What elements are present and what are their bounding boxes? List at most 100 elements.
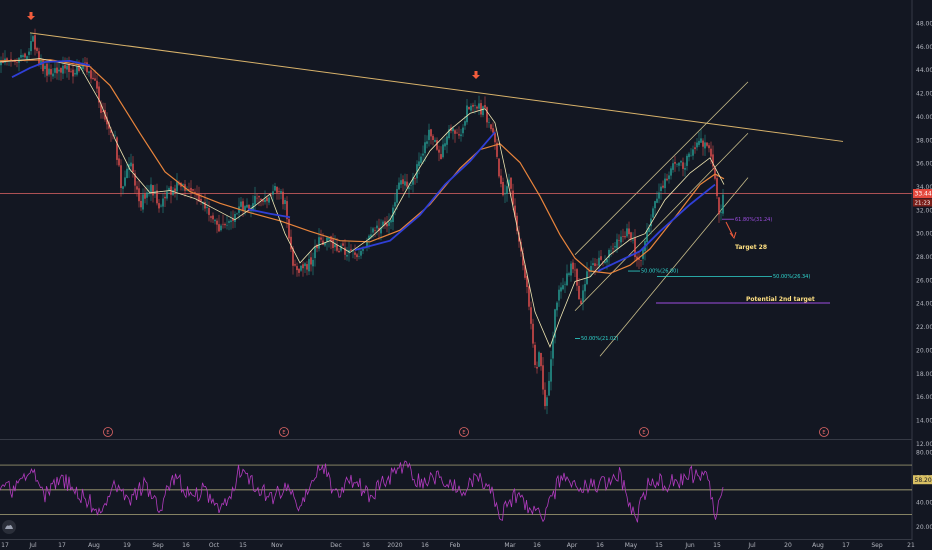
candle-body [526,275,528,287]
candle-body [194,191,196,194]
candle-body [220,225,222,231]
candle-body [470,105,472,111]
candle-body [472,104,474,107]
candle-body [680,161,682,163]
candle-body [42,60,44,72]
candle-body [280,191,282,193]
price-tick-label: 26.00 [916,277,932,284]
price-tick-label: 36.00 [916,161,932,168]
candle-body [706,142,708,146]
candle-body [24,53,26,58]
candle-body [166,191,168,199]
candle-body [200,199,202,202]
candle-body [130,162,132,167]
candle-body [510,177,512,189]
candle-body [246,204,248,208]
candle-body [500,175,502,184]
candle-body [106,117,108,125]
candle-body [594,263,596,266]
candle-body [92,77,94,79]
candle-body [382,221,384,226]
candle-body [492,128,494,133]
candle-body [60,67,62,73]
earnings-marker-letter: E [822,430,825,436]
candle-body [50,69,52,75]
candle-body [48,68,50,75]
candle-body [608,249,610,258]
candle-body [420,156,422,163]
candle-body [236,213,238,215]
candle-body [610,250,612,252]
candle-body [332,239,334,248]
candle-body [536,367,538,369]
candle-body [720,212,722,213]
candle-body [134,173,136,186]
candle-body [152,185,154,196]
candle-body [160,205,162,207]
candle-body [16,62,18,63]
candle-body [576,269,578,286]
candle-body [694,147,696,150]
candle-body [258,196,260,198]
candle-body [596,264,598,266]
candle-body [6,58,8,62]
price-tick-label: 28.00 [916,254,932,261]
candle-body [350,249,352,251]
time-tick-label: 16 [533,542,541,549]
candle-body [462,127,464,134]
candle-body [68,64,70,72]
candle-body [28,51,30,55]
candle-body [466,105,468,123]
candle-body [156,190,158,204]
earnings-marker [103,427,113,437]
time-tick-label: Sep [871,542,883,549]
candle-body [626,228,628,237]
candle-body [206,206,208,208]
candle-body [628,228,630,235]
candle-body [464,121,466,126]
candle-body [590,266,592,271]
candle-body [290,236,292,250]
candle-body [366,241,368,248]
candle-body [140,200,142,208]
candle-body [708,145,710,149]
candle-body [340,245,342,251]
candle-body [204,202,206,209]
candle-body [84,62,86,64]
candle-body [10,58,12,60]
candle-body [698,140,700,145]
candle-body [138,188,140,202]
rsi-badge [913,475,932,485]
price-badge [913,189,932,199]
ma-slow-line [11,59,716,272]
candle-body [36,48,38,51]
candle-body [676,164,678,165]
candle-body [266,197,268,202]
candle-body [234,214,236,222]
candle-body [574,269,576,271]
candle-body [668,175,670,180]
candle-body [618,240,620,241]
candle-body [34,35,36,50]
candle-body [102,111,104,112]
candle-body [528,286,530,307]
candle-body [294,264,296,266]
candle-body [544,389,546,407]
candle-body [410,185,412,186]
candle-body [370,234,372,237]
candle-body [356,254,358,258]
candle-body [212,215,214,220]
candle-body [302,264,304,269]
earnings-marker-letter: E [282,430,285,436]
candle-body [686,155,688,166]
candle-body [136,186,138,190]
candle-body [688,153,690,158]
candle-body [64,64,66,69]
candle-body [26,56,28,60]
candle-body [116,137,118,160]
candle-body [368,235,370,240]
time-tick-label: Apr [567,542,578,549]
candle-body [438,149,440,153]
